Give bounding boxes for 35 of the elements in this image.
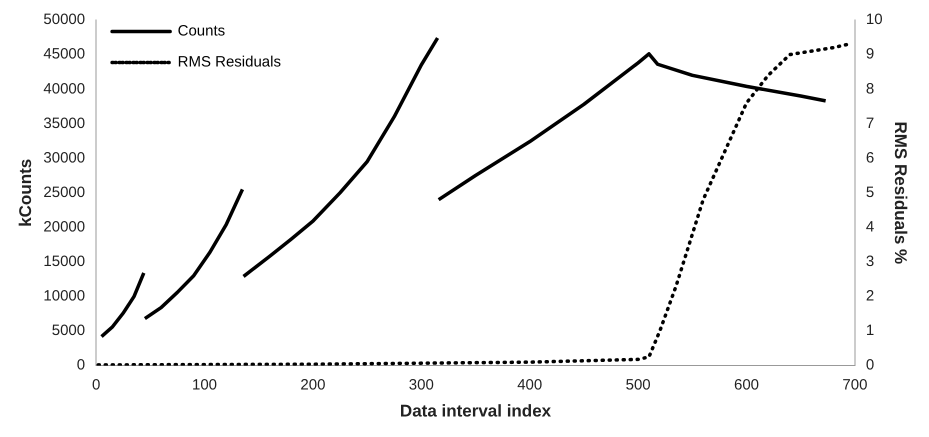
- y2-tick-label: 6: [866, 149, 874, 166]
- y2-tick-label: 7: [866, 114, 874, 132]
- y-tick-label: 25000: [43, 184, 86, 201]
- y2-tick-label: 8: [866, 80, 874, 98]
- x-tick-label: 300: [408, 376, 434, 394]
- y-tick-label: 40000: [43, 80, 86, 98]
- x-tick-label: 700: [842, 376, 868, 394]
- y2-tick-label: 2: [866, 288, 874, 305]
- y2-axis-title: RMS Residuals %: [891, 121, 910, 264]
- legend-label: RMS Residuals: [178, 54, 281, 71]
- x-tick-label: 400: [517, 376, 542, 394]
- y2-tick-label: 3: [866, 253, 874, 270]
- y-tick-label: 20000: [43, 218, 86, 236]
- y-tick-label: 50000: [43, 11, 86, 28]
- y-tick-label: 10000: [43, 288, 86, 305]
- x-tick-label: 100: [192, 376, 218, 394]
- y2-tick-label: 9: [866, 46, 874, 63]
- x-tick-label: 200: [300, 376, 326, 394]
- y-tick-label: 5000: [52, 322, 86, 340]
- y-tick-label: 0: [76, 356, 86, 374]
- x-tick-label: 0: [92, 376, 100, 394]
- x-tick-label: 600: [734, 376, 760, 394]
- y-tick-label: 35000: [43, 114, 86, 132]
- legend-label: Counts: [178, 22, 226, 40]
- y-tick-label: 30000: [43, 149, 86, 166]
- y-tick-label: 45000: [43, 46, 86, 63]
- x-tick-label: 500: [626, 376, 651, 394]
- y2-tick-label: 5: [866, 184, 874, 201]
- y2-tick-label: 10: [866, 11, 883, 28]
- y-tick-label: 15000: [43, 253, 86, 270]
- y2-tick-label: 1: [866, 322, 874, 340]
- y2-tick-label: 4: [866, 218, 874, 236]
- y2-tick-label: 0: [866, 356, 874, 374]
- x-axis-title: Data interval index: [400, 401, 552, 420]
- y-axis-title: kCounts: [16, 158, 35, 227]
